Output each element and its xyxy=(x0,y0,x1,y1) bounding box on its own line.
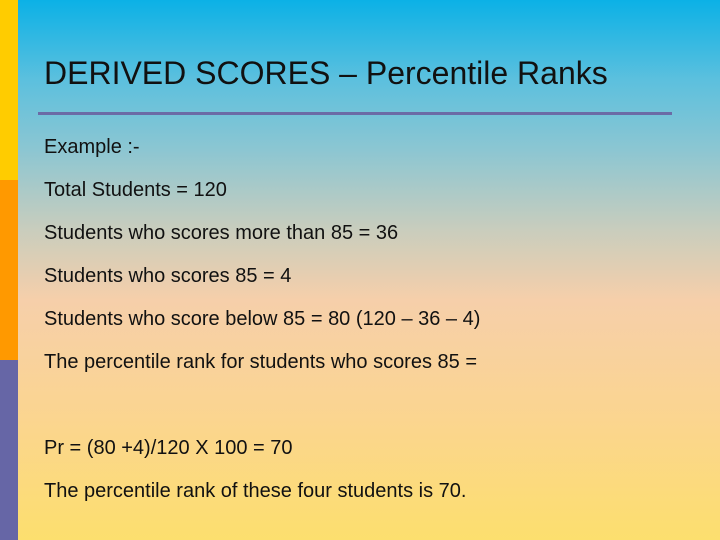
below-85-line: Students who score below 85 = 80 (120 – … xyxy=(44,308,481,330)
conclusion-line: The percentile rank of these four studen… xyxy=(44,480,467,502)
slide-title: DERIVED SCORES – Percentile Ranks xyxy=(44,55,608,91)
scores-85-line: Students who scores 85 = 4 xyxy=(44,265,292,287)
formula-line: Pr = (80 +4)/120 X 100 = 70 xyxy=(44,437,293,459)
side-bar-purple xyxy=(0,360,18,540)
title-underline xyxy=(38,112,672,115)
percentile-rank-question: The percentile rank for students who sco… xyxy=(44,351,478,373)
more-than-85-line: Students who scores more than 85 = 36 xyxy=(44,222,399,244)
side-bar-yellow xyxy=(0,0,18,180)
side-bar-orange xyxy=(0,180,18,360)
total-students-line: Total Students = 120 xyxy=(44,179,227,201)
example-label: Example :- xyxy=(44,136,140,158)
